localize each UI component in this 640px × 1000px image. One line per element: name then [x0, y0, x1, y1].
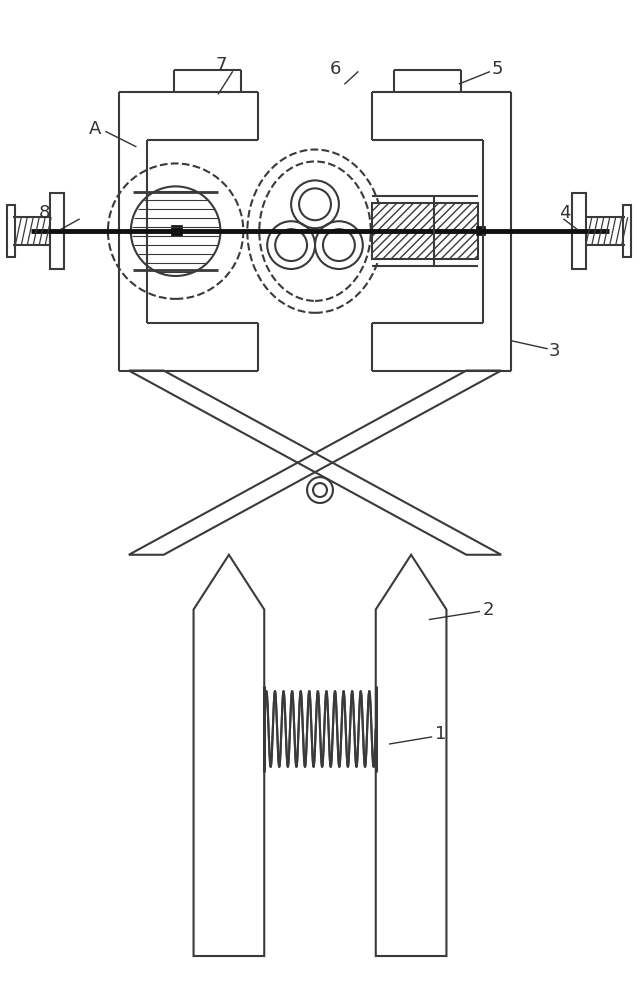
Text: 4: 4 [559, 204, 570, 222]
Text: 2: 2 [483, 601, 494, 619]
Text: 7: 7 [216, 56, 227, 74]
Text: 8: 8 [39, 204, 51, 222]
Text: 5: 5 [492, 60, 503, 78]
Bar [572, 193, 586, 269]
Bar [50, 193, 64, 269]
Text: 1: 1 [435, 725, 446, 743]
Text: 3: 3 [549, 342, 561, 360]
Bar [623, 205, 630, 257]
Text: A: A [89, 120, 101, 138]
Bar [372, 203, 478, 259]
Text: 6: 6 [330, 60, 341, 78]
Bar [8, 205, 15, 257]
Bar [171, 225, 182, 236]
Bar [476, 226, 485, 235]
